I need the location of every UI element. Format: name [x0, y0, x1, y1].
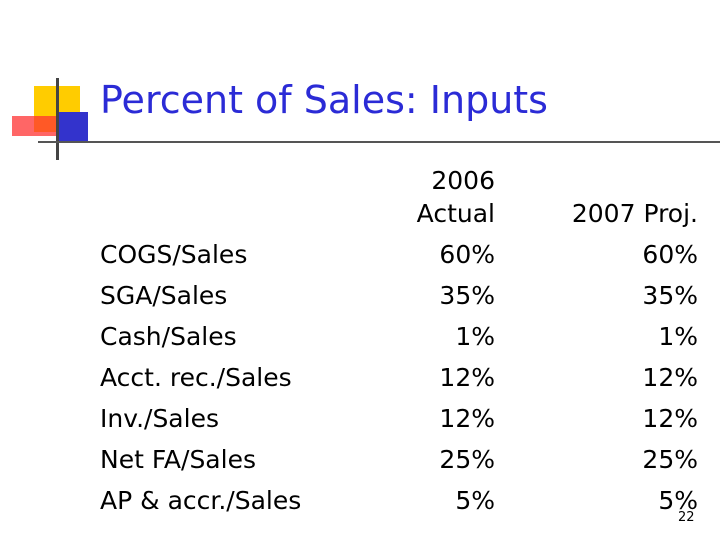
row-label: AP & accr./Sales: [100, 486, 302, 515]
row-value-2006-actual: 12%: [439, 363, 495, 392]
row-value-2007-proj: 25%: [642, 445, 698, 474]
header-2006-line2: Actual: [416, 199, 495, 228]
row-value-2006-actual: 35%: [439, 281, 495, 310]
header-2006-line1: 2006: [431, 166, 495, 195]
ornament-red-bar: [12, 116, 58, 136]
row-label: SGA/Sales: [100, 281, 228, 310]
row-label: COGS/Sales: [100, 240, 248, 269]
row-value-2007-proj: 35%: [642, 281, 698, 310]
header-2007: 2007 Proj.: [571, 199, 698, 228]
title-ornament-icon: [12, 78, 100, 160]
row-label: Net FA/Sales: [100, 445, 256, 474]
title-divider: [38, 141, 720, 143]
row-label: Inv./Sales: [100, 404, 219, 433]
row-value-2007-proj: 12%: [642, 404, 698, 433]
row-value-2007-proj: 12%: [642, 363, 698, 392]
row-value-2007-proj: 5%: [658, 486, 698, 515]
row-value-2006-actual: 12%: [439, 404, 495, 433]
row-value-2006-actual: 25%: [439, 445, 495, 474]
ornament-blue-square: [58, 112, 88, 142]
row-value-2006-actual: 5%: [455, 486, 495, 515]
row-label: Acct. rec./Sales: [100, 363, 292, 392]
row-label: Cash/Sales: [100, 322, 237, 351]
slide-title: Percent of Sales: Inputs: [100, 78, 548, 122]
row-value-2006-actual: 1%: [455, 322, 495, 351]
page-number: 22: [678, 510, 695, 525]
row-value-2007-proj: 60%: [642, 240, 698, 269]
row-value-2007-proj: 1%: [658, 322, 698, 351]
row-value-2006-actual: 60%: [439, 240, 495, 269]
ornament-vertical-line: [56, 78, 59, 160]
